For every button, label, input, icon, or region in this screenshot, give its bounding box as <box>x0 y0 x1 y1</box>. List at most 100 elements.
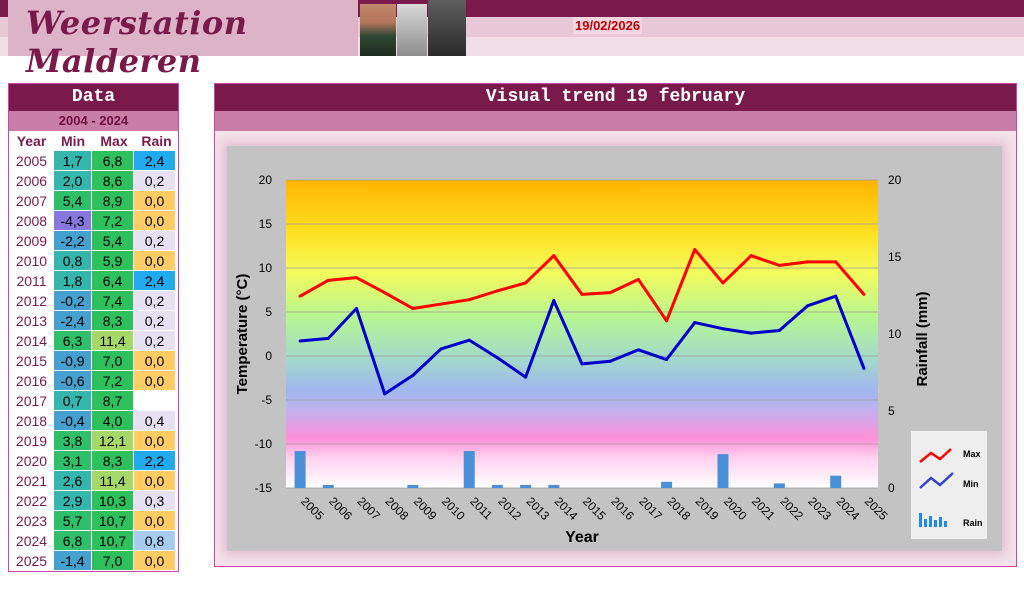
year-cell: 2012 <box>9 291 54 311</box>
y2-tick-label: 15 <box>888 250 902 264</box>
rain-cell: 0,0 <box>134 251 175 271</box>
y2-axis-label: Rainfall (mm) <box>914 291 931 386</box>
min-cell: -1,4 <box>54 551 92 571</box>
rain-cell: 0,2 <box>134 311 175 331</box>
table-row: 2016 -0,6 7,2 0,0 <box>9 371 178 391</box>
year-cell: 2023 <box>9 511 54 531</box>
max-point <box>411 306 415 310</box>
rain-cell: 0,2 <box>134 171 175 191</box>
table-title: Data <box>9 84 178 111</box>
rain-bar <box>520 484 532 488</box>
rain-bar <box>548 484 560 488</box>
site-logo[interactable]: Weerstation Malderen <box>8 0 358 80</box>
min-cell: 5,4 <box>54 191 92 211</box>
chart-title: Visual trend 19 february <box>215 84 1016 111</box>
year-cell: 2007 <box>9 191 54 211</box>
table-row: 2024 6,8 10,7 0,8 <box>9 531 178 551</box>
table-row: 2011 1,8 6,4 2,4 <box>9 271 178 291</box>
year-cell: 2020 <box>9 451 54 471</box>
max-cell: 7,0 <box>92 351 134 371</box>
y-tick-label: 10 <box>259 261 273 275</box>
x-tick-label: 2012 <box>495 494 524 523</box>
max-point <box>580 292 584 296</box>
max-cell: 8,7 <box>92 391 134 411</box>
max-cell: 6,4 <box>92 271 134 291</box>
plot-area <box>286 180 878 488</box>
max-cell: 7,2 <box>92 371 134 391</box>
y-tick-label: -15 <box>255 481 273 495</box>
legend-rain-label: Rain <box>963 518 983 528</box>
x-tick-label: 2023 <box>805 494 834 523</box>
min-point <box>439 347 443 351</box>
col-rain-header: Rain <box>141 133 172 149</box>
rain-cell: 0,2 <box>134 291 175 311</box>
sensor-photo <box>428 0 466 56</box>
table-row: 2008 -4,3 7,2 0,0 <box>9 211 178 231</box>
max-point <box>721 281 725 285</box>
col-max-header: Max <box>93 131 136 151</box>
rain-bar <box>830 475 842 488</box>
legend-min-label: Min <box>963 479 979 489</box>
data-table: Data 2004 - 2024 Year Min Max Rain 2005 1… <box>8 83 179 572</box>
year-cell: 2015 <box>9 351 54 371</box>
max-cell: 10,7 <box>92 531 134 551</box>
max-cell: 8,6 <box>92 171 134 191</box>
min-cell: -4,3 <box>54 211 92 231</box>
chart-frame: -15 -10 -5 0 5 10 15 20 0 5 10 15 20 2005 2006 2007 2008… <box>227 146 1002 551</box>
x-tick-label: 2025 <box>862 494 891 523</box>
x-tick-label: 2013 <box>523 494 552 523</box>
max-point <box>524 281 528 285</box>
min-cell: 3,1 <box>54 451 92 471</box>
max-cell: 8,9 <box>92 191 134 211</box>
min-cell: 6,3 <box>54 331 92 351</box>
table-row: 2007 5,4 8,9 0,0 <box>9 191 178 211</box>
min-point <box>665 358 669 362</box>
min-cell: 0,7 <box>54 391 92 411</box>
y-tick-label: 20 <box>259 173 273 187</box>
y-tick-label: -5 <box>261 393 272 407</box>
max-cell: 8,3 <box>92 451 134 471</box>
x-tick-label: 2009 <box>411 494 440 523</box>
table-range: 2004 - 2024 <box>9 111 178 131</box>
year-cell: 2014 <box>9 331 54 351</box>
table-row: 2009 -2,2 5,4 0,2 <box>9 231 178 251</box>
min-point <box>495 356 499 360</box>
max-point <box>777 263 781 267</box>
max-cell: 7,4 <box>92 291 134 311</box>
table-row: 2013 -2,4 8,3 0,2 <box>9 311 178 331</box>
min-cell: 1,8 <box>54 271 92 291</box>
x-tick-label: 2020 <box>721 494 750 523</box>
table-row: 2021 2,6 11,4 0,0 <box>9 471 178 491</box>
year-cell: 2016 <box>9 371 54 391</box>
year-cell: 2021 <box>9 471 54 491</box>
rain-cell: 0,3 <box>134 491 175 511</box>
table-row: 2005 1,7 6,8 2,4 <box>9 151 178 171</box>
rain-cell: 2,4 <box>134 151 175 171</box>
min-cell: 2,0 <box>54 171 92 191</box>
year-cell: 2009 <box>9 231 54 251</box>
rain-cell: 0,0 <box>134 351 175 371</box>
max-point <box>608 291 612 295</box>
max-point <box>326 278 330 282</box>
table-row: 2018 -0,4 4,0 0,4 <box>9 411 178 431</box>
min-point <box>608 359 612 363</box>
min-cell: -0,9 <box>54 351 92 371</box>
year-cell: 2019 <box>9 431 54 451</box>
year-cell: 2011 <box>9 271 54 291</box>
rain-cell: 2,4 <box>134 271 175 291</box>
min-cell: 5,7 <box>54 511 92 531</box>
min-point <box>777 328 781 332</box>
min-point <box>383 392 387 396</box>
rain-cell: 0,0 <box>134 211 175 231</box>
legend-rain-swatch <box>919 513 947 527</box>
y-tick-label: 5 <box>265 305 272 319</box>
y2-tick-label: 5 <box>888 404 895 418</box>
max-point <box>636 277 640 281</box>
max-cell: 11,4 <box>92 471 134 491</box>
max-point <box>862 292 866 296</box>
max-point <box>834 260 838 264</box>
table-row: 2025 -1,4 7,0 0,0 <box>9 551 178 571</box>
y2-tick-label: 0 <box>888 481 895 495</box>
sunset-photo <box>360 4 396 56</box>
